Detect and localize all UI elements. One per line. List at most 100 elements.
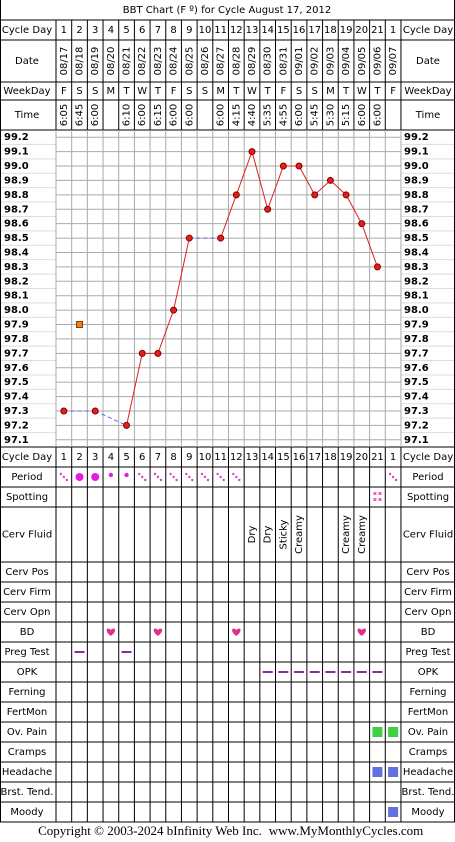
cycle-day: 14 [261, 452, 274, 463]
period-dot [65, 478, 69, 482]
cycle-day: 2 [76, 25, 82, 36]
period-dot [138, 472, 141, 476]
date: 08/22 [137, 47, 148, 76]
weekday: W [137, 86, 147, 97]
cycle-day: 17 [308, 25, 321, 36]
period-dot [232, 472, 235, 476]
cycle-day: 11 [214, 25, 227, 36]
date: 08/17 [59, 47, 70, 76]
period-dot [141, 475, 144, 479]
site-link: www.MyMonthlyCycles.com [269, 823, 423, 838]
period-dot [159, 478, 163, 482]
cycle-day: 5 [123, 452, 129, 463]
cycle-day: 4 [108, 25, 114, 36]
row-label: Cramps [409, 747, 448, 758]
cycle-day: 16 [293, 25, 306, 36]
row-label: Spotting [407, 492, 449, 503]
y-tick-label: 99.0 [4, 161, 29, 172]
temperature-point [138, 349, 146, 357]
time: 6:00 [137, 104, 148, 126]
period-dot [62, 475, 66, 479]
cycle-day: 13 [246, 452, 259, 463]
period-dot [388, 472, 392, 476]
date: 09/03 [325, 47, 336, 76]
temperature-point [373, 263, 381, 271]
weekday: S [186, 86, 192, 97]
y-tick-label: 98.5 [404, 233, 429, 244]
row-label: Date [416, 56, 440, 67]
cycle-day: 18 [324, 25, 337, 36]
period-dot [394, 478, 398, 482]
time: 6:10 [122, 104, 133, 126]
row-label: Cramps [8, 747, 47, 758]
time: 6:00 [357, 104, 368, 126]
y-tick-label: 98.8 [404, 190, 429, 201]
bd-heart [357, 628, 366, 636]
period-dot [175, 478, 178, 482]
temperature-point [232, 191, 240, 199]
time: 4:15 [231, 104, 242, 126]
row-label: Cerv Opn [4, 607, 51, 618]
date: 08/20 [106, 47, 117, 76]
gap-connector [94, 410, 127, 426]
period-dot [172, 475, 175, 479]
period-dot [219, 475, 222, 479]
cycle-day: 3 [92, 452, 98, 463]
cycle-day: 10 [199, 452, 212, 463]
y-tick-label: 97.9 [4, 320, 29, 331]
row-label: Cerv Fluid [403, 530, 453, 541]
weekday: W [357, 86, 367, 97]
y-tick-label: 98.8 [4, 190, 29, 201]
bd-heart [106, 628, 116, 636]
cerv-fluid: Dry [263, 526, 274, 544]
cycle-day: 21 [371, 25, 384, 36]
y-tick-label: 97.6 [404, 363, 429, 374]
row-label: Cycle Day [403, 25, 453, 36]
spotting-mark [378, 492, 382, 495]
cycle-day: 18 [324, 452, 337, 463]
cycle-day: 12 [230, 25, 243, 36]
date: 08/26 [200, 47, 211, 76]
y-tick-label: 97.5 [404, 377, 429, 388]
cycle-day: 1 [61, 452, 67, 463]
row-label: Preg Test [4, 647, 49, 658]
cycle-day: 8 [170, 25, 176, 36]
y-tick-label: 98.7 [404, 204, 429, 215]
y-tick-label: 99.1 [4, 147, 29, 158]
row-label: Time [14, 110, 39, 121]
weekday: F [171, 86, 177, 97]
cycle-day: 4 [108, 452, 114, 463]
weekday: T [123, 86, 131, 97]
cycle-day: 12 [230, 452, 243, 463]
weekday: T [232, 86, 240, 97]
time: 6:00 [90, 104, 101, 126]
temperature-point [185, 234, 193, 242]
cycle-day: 16 [293, 452, 306, 463]
row-label: Cerv Firm [3, 587, 51, 598]
temperature-point [60, 407, 68, 415]
cycle-day: 3 [92, 25, 98, 36]
period-heavy [91, 473, 100, 481]
y-tick-label: 97.5 [4, 377, 29, 388]
y-tick-label: 98.1 [4, 291, 29, 302]
y-tick-label: 97.1 [404, 435, 429, 446]
y-tick-label: 97.2 [404, 420, 429, 431]
row-label: Ov. Pain [408, 727, 448, 738]
time: 6:45 [75, 104, 86, 126]
cerv-fluid: Creamy [294, 515, 305, 554]
y-tick-label: 98.9 [404, 175, 429, 186]
y-tick-label: 98.0 [4, 305, 29, 316]
cycle-day: 11 [214, 452, 227, 463]
row-label: Brst. Tend. [1, 787, 54, 798]
period-dot [238, 478, 241, 482]
weekday: F [390, 86, 396, 97]
row-label: Cycle Day [2, 25, 52, 36]
time: 5:45 [310, 104, 321, 126]
row-label: Date [15, 56, 39, 67]
cycle-day: 15 [277, 25, 290, 36]
weekday: F [61, 86, 67, 97]
weekday: S [312, 86, 318, 97]
cycle-day: 20 [355, 452, 368, 463]
date: 08/30 [263, 47, 274, 76]
